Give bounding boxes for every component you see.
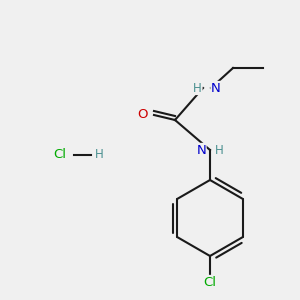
Text: H: H xyxy=(215,143,224,157)
Text: Cl: Cl xyxy=(53,148,67,161)
Text: H: H xyxy=(193,82,202,94)
Text: N: N xyxy=(211,82,221,94)
Text: N: N xyxy=(196,143,206,157)
Text: H: H xyxy=(94,148,103,161)
Text: O: O xyxy=(137,109,148,122)
Text: Cl: Cl xyxy=(203,275,217,289)
